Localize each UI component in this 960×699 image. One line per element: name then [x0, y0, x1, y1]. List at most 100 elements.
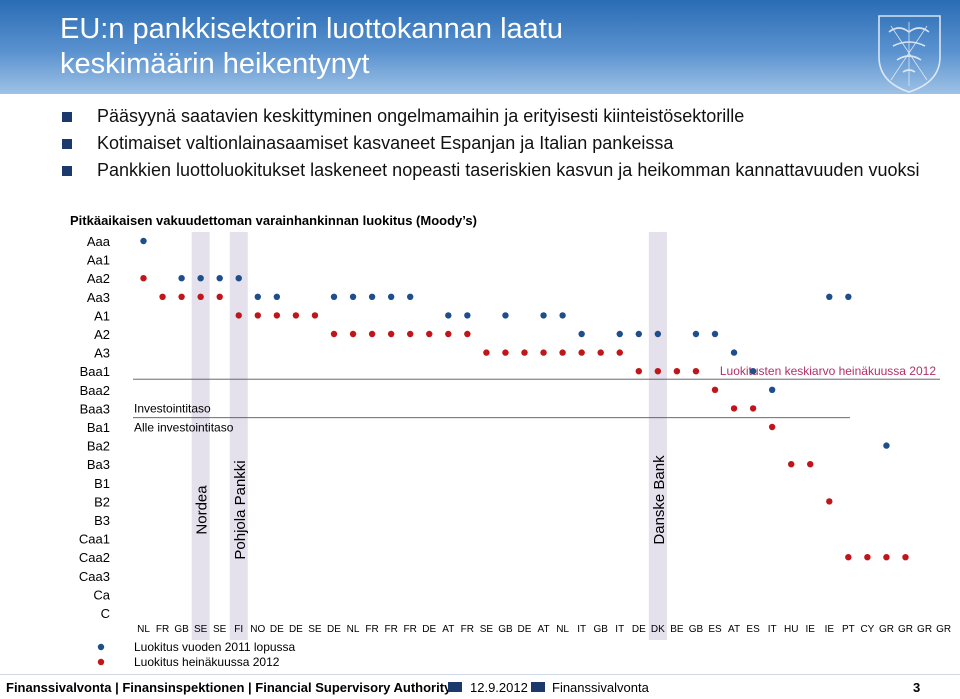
- point-jul-2012: [864, 554, 871, 561]
- point-end-2011: [387, 293, 395, 300]
- point-end-2011: [578, 330, 585, 338]
- x-tick-label: DE: [327, 624, 341, 635]
- point-jul-2012: [845, 554, 852, 561]
- footer-square-icon: [448, 682, 462, 692]
- x-tick-label: HU: [784, 624, 798, 635]
- point-jul-2012: [502, 349, 509, 356]
- x-tick-label: DE: [270, 624, 284, 635]
- y-tick-label: Ca: [93, 587, 110, 602]
- x-tick-label: NL: [556, 624, 569, 635]
- average-label: Luokitusten keskiarvo heinäkuussa 2012: [720, 364, 936, 378]
- x-tick-label: GB: [174, 624, 189, 635]
- threshold-below-label: Alle investointitaso: [134, 421, 234, 435]
- y-tick-label: B3: [94, 513, 110, 528]
- y-tick-label: Aa1: [87, 253, 110, 268]
- point-end-2011: [883, 442, 890, 449]
- x-tick-label: PT: [842, 624, 855, 635]
- bullet-text: Pääsyynä saatavien keskittyminen ongelma…: [97, 106, 745, 126]
- point-end-2011: [140, 237, 147, 245]
- x-tick-label: DE: [632, 624, 646, 635]
- point-jul-2012: [673, 368, 681, 375]
- y-tick-label: Baa1: [80, 364, 110, 379]
- point-end-2011: [559, 312, 566, 319]
- y-tick-label: Caa3: [79, 569, 110, 584]
- legend-marker: [97, 658, 105, 666]
- point-end-2011: [826, 293, 833, 300]
- x-tick-label: IE: [825, 624, 835, 635]
- point-jul-2012: [483, 349, 490, 356]
- point-jul-2012: [235, 312, 242, 319]
- y-tick-label: C: [101, 606, 110, 621]
- x-tick-label: FR: [365, 624, 378, 635]
- y-tick-label: Caa1: [79, 532, 110, 547]
- highlight-label: Danske Bank: [651, 455, 668, 545]
- title-banner: [0, 0, 960, 94]
- point-jul-2012: [254, 312, 261, 319]
- point-end-2011: [407, 293, 414, 300]
- bullet-text: Pankkien luottoluokitukset laskeneet nop…: [97, 160, 920, 180]
- y-tick-label: Ba3: [87, 457, 110, 472]
- x-tick-label: ES: [708, 624, 722, 635]
- point-jul-2012: [654, 368, 662, 375]
- point-jul-2012: [807, 461, 814, 468]
- point-end-2011: [197, 275, 204, 282]
- x-tick-label: FR: [156, 624, 169, 635]
- point-jul-2012: [749, 405, 757, 412]
- x-tick-label: DE: [422, 624, 436, 635]
- y-tick-label: Ba1: [87, 420, 110, 435]
- x-tick-label: DE: [289, 624, 303, 635]
- chart-title: Pitkäaikaisen vakuudettoman varainhankin…: [70, 213, 477, 228]
- point-end-2011: [330, 293, 338, 300]
- point-jul-2012: [540, 349, 547, 356]
- point-end-2011: [235, 275, 242, 282]
- x-tick-label: GB: [689, 624, 704, 635]
- point-jul-2012: [445, 330, 452, 338]
- x-tick-label: NL: [347, 624, 360, 635]
- point-jul-2012: [902, 554, 909, 561]
- x-tick-label: AT: [538, 624, 550, 635]
- point-jul-2012: [826, 498, 833, 505]
- point-end-2011: [178, 275, 185, 282]
- highlight-column: [648, 232, 667, 640]
- bullet-square-icon: [62, 139, 72, 149]
- point-jul-2012: [883, 554, 890, 561]
- point-jul-2012: [464, 330, 471, 338]
- x-tick-label: IT: [768, 624, 777, 635]
- y-tick-label: Aa2: [87, 271, 110, 286]
- point-end-2011: [749, 368, 757, 375]
- point-end-2011: [368, 293, 376, 300]
- x-tick-label: CY: [860, 624, 874, 635]
- y-tick-label: A1: [94, 308, 110, 323]
- point-jul-2012: [616, 349, 623, 356]
- x-tick-label: NL: [137, 624, 150, 635]
- point-jul-2012: [311, 312, 319, 319]
- point-end-2011: [730, 349, 738, 356]
- point-jul-2012: [216, 293, 223, 300]
- footer-date: 12.9.2012: [470, 680, 528, 695]
- bullet-text: Kotimaiset valtionlainasaamiset kasvanee…: [97, 133, 674, 153]
- threshold-above-label: Investointitaso: [134, 402, 211, 416]
- x-tick-label: ES: [746, 624, 760, 635]
- x-tick-label: GR: [936, 624, 951, 635]
- point-jul-2012: [330, 330, 338, 338]
- y-tick-label: Aa3: [87, 290, 110, 305]
- point-jul-2012: [368, 330, 376, 338]
- point-jul-2012: [292, 312, 300, 319]
- point-jul-2012: [711, 386, 719, 393]
- point-end-2011: [254, 293, 261, 300]
- x-tick-label: GR: [917, 624, 932, 635]
- footer-organization: Finanssivalvonta | Finansinspektionen | …: [6, 680, 452, 695]
- x-tick-label: IT: [615, 624, 624, 635]
- point-jul-2012: [197, 293, 204, 300]
- x-tick-label: FR: [461, 624, 474, 635]
- point-jul-2012: [768, 423, 776, 431]
- point-end-2011: [349, 293, 357, 300]
- highlight-label: Nordea: [194, 485, 211, 535]
- x-tick-label: AT: [442, 624, 454, 635]
- bullet-item: Pääsyynä saatavien keskittyminen ongelma…: [62, 103, 922, 130]
- x-tick-label: DK: [651, 624, 665, 635]
- bullet-list: Pääsyynä saatavien keskittyminen ongelma…: [62, 103, 922, 184]
- legend-marker: [97, 643, 105, 651]
- footer-name: Finanssivalvonta: [552, 680, 649, 695]
- point-end-2011: [273, 293, 281, 300]
